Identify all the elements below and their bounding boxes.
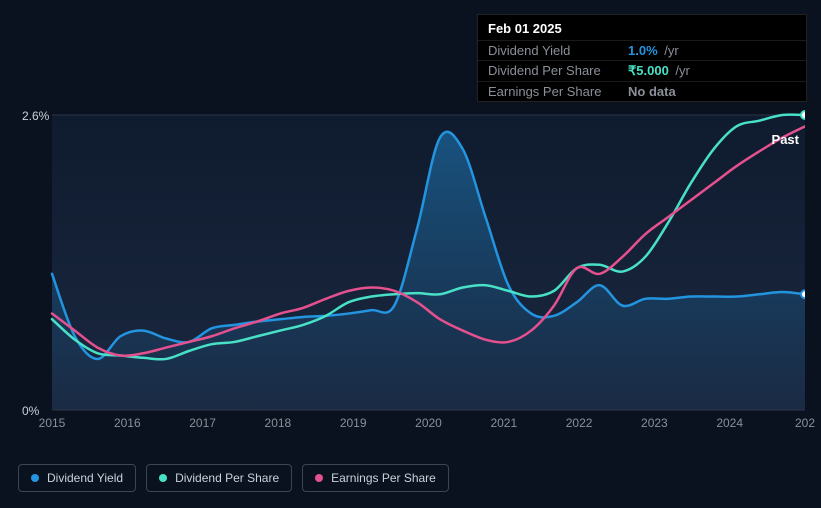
legend-label: Dividend Per Share bbox=[175, 471, 279, 485]
legend-label: Earnings Per Share bbox=[331, 471, 436, 485]
tooltip-row-label: Dividend Yield bbox=[488, 43, 628, 58]
tooltip-row-label: Earnings Per Share bbox=[488, 84, 628, 99]
legend-dot-icon bbox=[31, 474, 39, 482]
tooltip-row: Earnings Per ShareNo data bbox=[478, 81, 806, 101]
x-tick-label: 2023 bbox=[641, 416, 668, 430]
legend: Dividend Yield Dividend Per Share Earnin… bbox=[18, 464, 449, 492]
legend-dot-icon bbox=[315, 474, 323, 482]
legend-item-earnings-per-share[interactable]: Earnings Per Share bbox=[302, 464, 449, 492]
legend-item-dividend-per-share[interactable]: Dividend Per Share bbox=[146, 464, 292, 492]
x-tick-label: 2016 bbox=[114, 416, 141, 430]
y-tick-label: 0% bbox=[22, 404, 39, 418]
x-tick-label: 2021 bbox=[490, 416, 517, 430]
tooltip-row-label: Dividend Per Share bbox=[488, 63, 628, 79]
x-tick-label: 2017 bbox=[189, 416, 216, 430]
tooltip-row-value: No data bbox=[628, 84, 676, 99]
x-tick-label: 2015 bbox=[39, 416, 66, 430]
x-tick-label: 202 bbox=[795, 416, 815, 430]
tooltip-row-value: ₹5.000 /yr bbox=[628, 63, 690, 79]
chart-tooltip: Feb 01 2025 Dividend Yield1.0% /yrDivide… bbox=[477, 14, 807, 102]
tooltip-title: Feb 01 2025 bbox=[478, 15, 806, 40]
y-tick-label: 2.6% bbox=[22, 109, 49, 123]
tooltip-row-unit: /yr bbox=[661, 43, 679, 58]
x-tick-label: 2018 bbox=[265, 416, 292, 430]
past-label: Past bbox=[772, 132, 799, 147]
tooltip-row: Dividend Yield1.0% /yr bbox=[478, 40, 806, 60]
tooltip-row-unit: /yr bbox=[672, 63, 690, 78]
tooltip-row-value: 1.0% /yr bbox=[628, 43, 679, 58]
x-tick-label: 2020 bbox=[415, 416, 442, 430]
x-tick-label: 2019 bbox=[340, 416, 367, 430]
legend-dot-icon bbox=[159, 474, 167, 482]
tooltip-row: Dividend Per Share₹5.000 /yr bbox=[478, 60, 806, 81]
x-tick-label: 2024 bbox=[716, 416, 743, 430]
x-tick-label: 2022 bbox=[566, 416, 593, 430]
legend-label: Dividend Yield bbox=[47, 471, 123, 485]
legend-item-dividend-yield[interactable]: Dividend Yield bbox=[18, 464, 136, 492]
